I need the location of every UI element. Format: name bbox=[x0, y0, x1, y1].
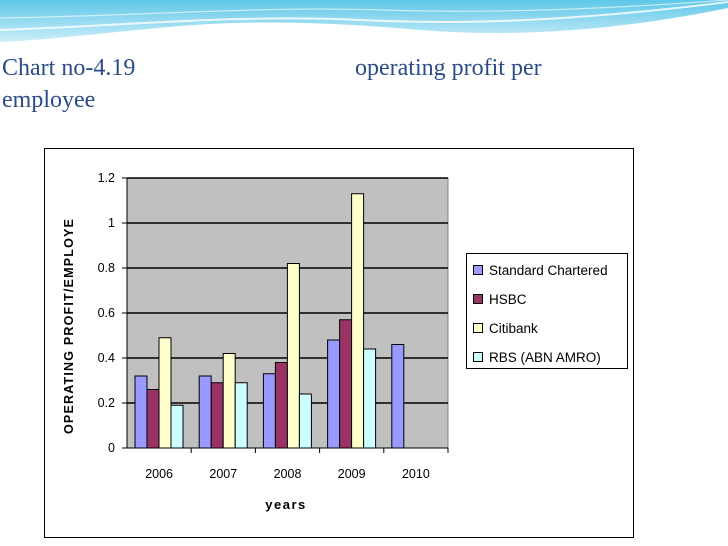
legend-swatch-rbs bbox=[473, 352, 483, 362]
legend-swatch-citibank bbox=[473, 323, 483, 333]
bar-rbs-abn-amro-2008 bbox=[298, 393, 312, 449]
header-wave-decoration bbox=[0, 0, 728, 42]
bar-rbs-abn-amro-2006 bbox=[170, 404, 184, 449]
bar-standard-chartered-2008 bbox=[262, 373, 276, 449]
legend-label-citibank: Citibank bbox=[489, 320, 538, 336]
bar-hsbc-2006 bbox=[146, 389, 160, 449]
legend-label-standard-chartered: Standard Chartered bbox=[489, 262, 608, 278]
bar-standard-chartered-2007 bbox=[198, 375, 212, 449]
chart-number: Chart no-4.19 bbox=[2, 55, 136, 81]
legend-item-citibank: Citibank bbox=[473, 320, 538, 336]
x-tick-label: 2009 bbox=[338, 467, 366, 481]
bar-citibank-2008 bbox=[286, 263, 300, 449]
x-tick-label: 2008 bbox=[274, 467, 302, 481]
bar-hsbc-2007 bbox=[210, 382, 224, 449]
x-tick-label: 2006 bbox=[145, 467, 173, 481]
x-tick-label: 2010 bbox=[402, 467, 430, 481]
legend-item-hsbc: HSBC bbox=[473, 291, 527, 307]
chart-subject-line2: employee bbox=[2, 87, 96, 113]
legend-item-standard-chartered: Standard Chartered bbox=[473, 262, 608, 278]
x-tick-label: 2007 bbox=[209, 467, 237, 481]
bar-citibank-2006 bbox=[158, 337, 172, 449]
y-axis-label: OPERATING PROFIT/EMPLOYE bbox=[62, 217, 76, 434]
bar-standard-chartered-2006 bbox=[134, 375, 148, 449]
chart-legend: Standard Chartered HSBC Citibank RBS (AB… bbox=[466, 253, 628, 369]
y-tick-label: 0.8 bbox=[98, 261, 115, 275]
bar-standard-chartered-2009 bbox=[327, 339, 341, 449]
legend-label-rbs: RBS (ABN AMRO) bbox=[489, 349, 601, 365]
bar-rbs-abn-amro-2009 bbox=[363, 348, 377, 449]
bar-rbs-abn-amro-2007 bbox=[234, 382, 248, 449]
y-tick-label: 1 bbox=[108, 216, 115, 230]
x-axis-label: years bbox=[265, 497, 307, 512]
bar-hsbc-2009 bbox=[339, 319, 353, 449]
bar-citibank-2007 bbox=[222, 353, 236, 449]
bar-citibank-2009 bbox=[351, 193, 365, 449]
y-tick-label: 1.2 bbox=[98, 171, 115, 185]
bar-hsbc-2008 bbox=[274, 362, 288, 449]
y-tick-label: 0.2 bbox=[98, 396, 115, 410]
y-tick-label: 0.6 bbox=[98, 306, 115, 320]
y-tick-label: 0.4 bbox=[98, 351, 115, 365]
legend-label-hsbc: HSBC bbox=[489, 291, 527, 307]
legend-item-rbs: RBS (ABN AMRO) bbox=[473, 349, 601, 365]
chart-subject: operating profit per bbox=[355, 55, 542, 81]
legend-swatch-hsbc bbox=[473, 294, 483, 304]
legend-swatch-standard-chartered bbox=[473, 265, 483, 275]
y-tick-label: 0 bbox=[108, 441, 115, 455]
bar-standard-chartered-2010 bbox=[391, 344, 405, 449]
